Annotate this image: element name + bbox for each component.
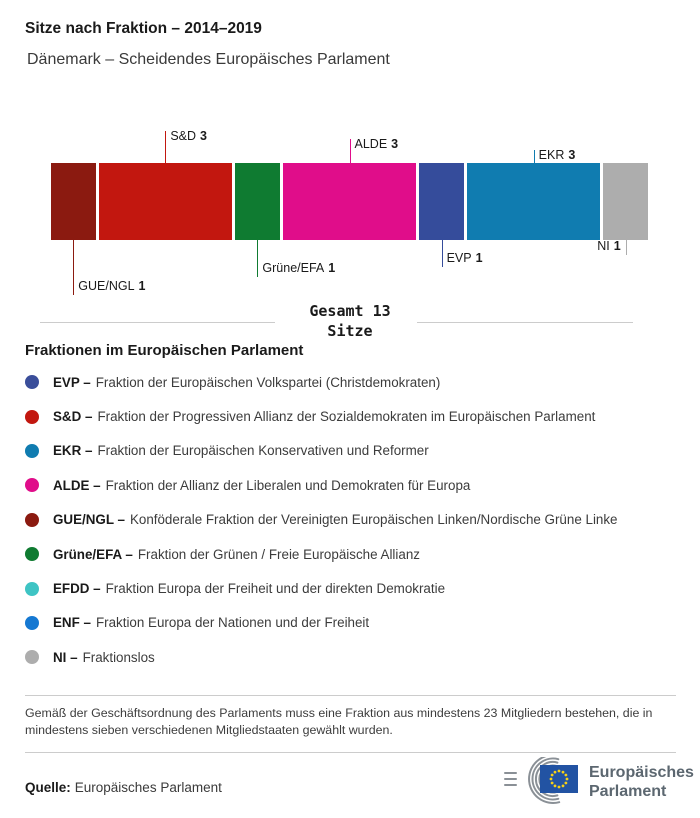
footnote-text: Gemäß der Geschäftsordnung des Parlament… (25, 706, 653, 737)
legend-item-text: ALDE – Fraktion der Allianz der Liberalen… (53, 477, 471, 493)
footnote-divider-bottom (25, 752, 676, 753)
bar-segment-gr-ne-efa (235, 163, 280, 240)
total-seats-line2: Sitze (327, 322, 373, 340)
bar-segment-ni (603, 163, 648, 240)
legend-item-enf: ENF – Fraktion Europa der Nationen und de… (25, 606, 685, 640)
bar-segment-gue-ngl (51, 163, 96, 240)
chart-area: GUE/NGL 1 S&D 3 Grüne/EFA 1 ALDE 3 EVP 1 EKR 3 NI 1 (51, 120, 648, 305)
ep-logo: Europäisches Parlament (503, 757, 694, 807)
bar-segment-ekr (466, 163, 601, 240)
legend-items: EVP – Fraktion der Europäischen Volkspart… (25, 365, 685, 675)
legend-dot-icon (25, 409, 39, 424)
legend-item-text: GUE/NGL – Konföderale Fraktion der Verein… (53, 512, 618, 528)
legend-item-text: EFDD – Fraktion Europa der Freiheit und d… (53, 581, 446, 597)
callout-label-gue-ngl: GUE/NGL 1 (78, 279, 146, 293)
bar-segment-evp (419, 163, 464, 240)
total-seats-label: Gesamt 13 Sitze (0, 301, 700, 341)
source-label: Quelle: (25, 780, 71, 795)
legend-item-text: Grüne/EFA – Fraktion der Grünen / Freie E… (53, 546, 420, 562)
legend-dot-icon (25, 650, 39, 665)
legend-item-s-d: S&D – Fraktion der Progressiven Allianz d… (25, 399, 685, 433)
legend-item-ni: NI – Fraktionslos (25, 640, 685, 674)
legend-dot-icon (25, 512, 39, 527)
source-text: Europäisches Parlament (74, 780, 222, 795)
callout-line-gue-ngl (73, 240, 75, 295)
total-seats-line1: Gesamt 13 (309, 302, 391, 320)
ep-logo-text-line2: Parlament (589, 783, 667, 800)
bar-segment-alde (282, 163, 417, 240)
callout-label-ni: NI 1 (597, 239, 621, 253)
bar-segment-s-d (98, 163, 233, 240)
legend-dot-icon (25, 375, 39, 390)
legend-item-gr-ne-efa: Grüne/EFA – Fraktion der Grünen / Freie E… (25, 537, 685, 571)
callout-label-alde: ALDE 3 (354, 137, 399, 151)
callout-label-gr-ne-efa: Grüne/EFA 1 (262, 261, 336, 275)
legend-item-ekr: EKR – Fraktion der Europäischen Konservat… (25, 434, 685, 468)
legend-item-evp: EVP – Fraktion der Europäischen Volkspart… (25, 365, 685, 399)
legend-item-gue-ngl: GUE/NGL – Konföderale Fraktion der Verein… (25, 503, 685, 537)
legend-item-text: NI – Fraktionslos (53, 649, 155, 665)
ep-logo-text-line1: Europäisches (589, 763, 694, 781)
callout-line-alde (349, 139, 351, 163)
total-divider-left (40, 322, 275, 323)
footnote-divider-top (25, 695, 676, 696)
callout-line-ekr (533, 150, 535, 163)
legend-item-alde: ALDE – Fraktion der Allianz der Liberalen… (25, 468, 685, 502)
legend-item-text: ENF – Fraktion Europa der Nationen und de… (53, 615, 370, 631)
legend-dot-icon (25, 581, 39, 596)
ep-hemicycle-icon (504, 757, 578, 804)
legend-dot-icon (25, 478, 39, 493)
callout-label-s-d: S&D 3 (170, 129, 207, 143)
callout-line-s-d (165, 131, 167, 163)
legend-dot-icon (25, 443, 39, 458)
callout-label-evp: EVP 1 (446, 251, 483, 265)
page-title: Sitze nach Fraktion – 2014–2019 (25, 20, 262, 37)
ep-logo-text: Europäisches Parlament (589, 763, 694, 802)
callout-line-gr-ne-efa (257, 240, 259, 277)
callout-line-evp (441, 240, 443, 267)
legend-heading: Fraktionen im Europäischen Parlament (25, 342, 304, 359)
legend-item-efdd: EFDD – Fraktion Europa der Freiheit und d… (25, 571, 685, 605)
page-subtitle: Dänemark – Scheidendes Europäisches Parl… (27, 51, 390, 68)
source-line: Quelle: Europäisches Parlament (25, 780, 222, 795)
total-divider-right (417, 322, 633, 323)
eu-flag-icon (540, 765, 578, 793)
legend-dot-icon (25, 615, 39, 630)
seats-bar (51, 163, 648, 240)
legend-dot-icon (25, 547, 39, 562)
callout-label-ekr: EKR 3 (538, 148, 576, 162)
legend-item-text: EKR – Fraktion der Europäischen Konservat… (53, 443, 429, 459)
legend-item-text: EVP – Fraktion der Europäischen Volkspart… (53, 374, 441, 390)
callout-line-ni (625, 240, 627, 255)
legend-item-text: S&D – Fraktion der Progressiven Allianz d… (53, 409, 596, 425)
